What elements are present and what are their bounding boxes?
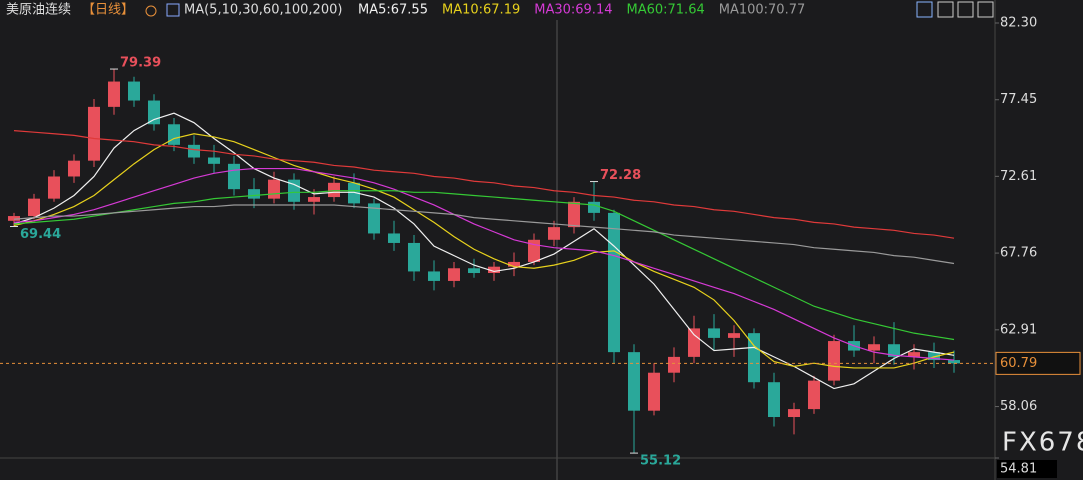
y-tick-label: 54.81	[1000, 462, 1037, 477]
candle-body	[48, 176, 60, 199]
candle-body	[448, 268, 460, 281]
candle-body	[128, 81, 140, 101]
candle-body	[708, 328, 720, 338]
title: 美原油连续	[6, 2, 71, 18]
last-price-label: 60.79	[1000, 356, 1037, 371]
candle-body	[668, 356, 680, 373]
last-price-box	[995, 351, 1081, 375]
y-tick-label: 67.76	[1000, 246, 1037, 261]
candle-body	[8, 216, 20, 221]
candle-body	[228, 163, 240, 190]
candle-body	[468, 268, 480, 274]
candle-body	[108, 81, 120, 107]
candle-body	[568, 201, 580, 228]
ma-line	[13, 133, 955, 369]
y-tick-label: 77.45	[1000, 92, 1037, 107]
candle-body	[148, 100, 160, 125]
candle-body	[268, 179, 280, 199]
candle-body	[868, 344, 880, 351]
watermark: FX678	[1002, 428, 1083, 458]
candle-body	[928, 352, 940, 361]
ma-line	[13, 167, 955, 361]
legend-entry: MA10:67.19	[442, 3, 520, 18]
legend-entry: MA5:67.55	[358, 3, 428, 18]
y-tick-label: 58.06	[1000, 399, 1037, 414]
candle-body	[888, 344, 900, 357]
candle-body	[508, 261, 520, 267]
candle-body	[788, 409, 800, 418]
candle-body	[328, 182, 340, 198]
candle-body	[608, 212, 620, 353]
ma-icon	[166, 3, 180, 17]
legend-entry: MA60:71.64	[626, 3, 704, 18]
ma-line	[13, 130, 955, 239]
candle-body	[428, 271, 440, 281]
candle-body	[488, 266, 500, 274]
toolbar	[916, 1, 994, 18]
y-tick-label: 82.30	[1000, 16, 1037, 31]
candle-body	[348, 182, 360, 204]
candle-body	[748, 333, 760, 383]
ma-header: MA(5,10,30,60,100,200)	[184, 3, 342, 18]
period: 【日线】	[82, 3, 134, 18]
ma-line	[13, 112, 955, 390]
y-tick-label: 72.61	[1000, 169, 1037, 184]
candle-body	[728, 333, 740, 338]
candle-body	[368, 203, 380, 234]
candle-body	[408, 242, 420, 272]
candle-body	[688, 328, 700, 357]
ma-line	[13, 204, 955, 265]
candle-body	[88, 106, 100, 161]
tool-button[interactable]	[937, 1, 954, 18]
candle-body	[588, 201, 600, 213]
candle-body	[168, 124, 180, 145]
tool-button[interactable]	[916, 1, 933, 18]
candle-body	[908, 352, 920, 357]
candle-body	[548, 227, 560, 240]
candle-body	[308, 197, 320, 202]
candle-body	[648, 372, 660, 411]
annotation: 79.39	[120, 56, 161, 71]
legend-entry: MA30:69.14	[534, 3, 612, 18]
candle-body	[248, 189, 260, 199]
candle-body	[808, 380, 820, 410]
ma-line	[13, 190, 955, 341]
candle-body	[388, 233, 400, 243]
candle-body	[948, 360, 960, 364]
candle-body	[28, 198, 40, 217]
y-tick-label: 62.91	[1000, 322, 1037, 337]
candle-body	[188, 144, 200, 158]
tool-button[interactable]	[977, 1, 994, 18]
candle-body	[628, 352, 640, 411]
legend-entry: MA100:70.77	[719, 3, 806, 18]
settings-icon[interactable]	[145, 5, 157, 17]
candle-body	[68, 160, 80, 177]
annotation: 69.44	[20, 227, 61, 242]
candle-body	[208, 157, 220, 164]
annotation: 55.12	[640, 454, 681, 469]
candle-body	[828, 341, 840, 381]
tick-box	[997, 460, 1057, 478]
tool-button[interactable]	[957, 1, 974, 18]
annotation: 72.28	[600, 168, 641, 183]
candle-body	[768, 382, 780, 418]
